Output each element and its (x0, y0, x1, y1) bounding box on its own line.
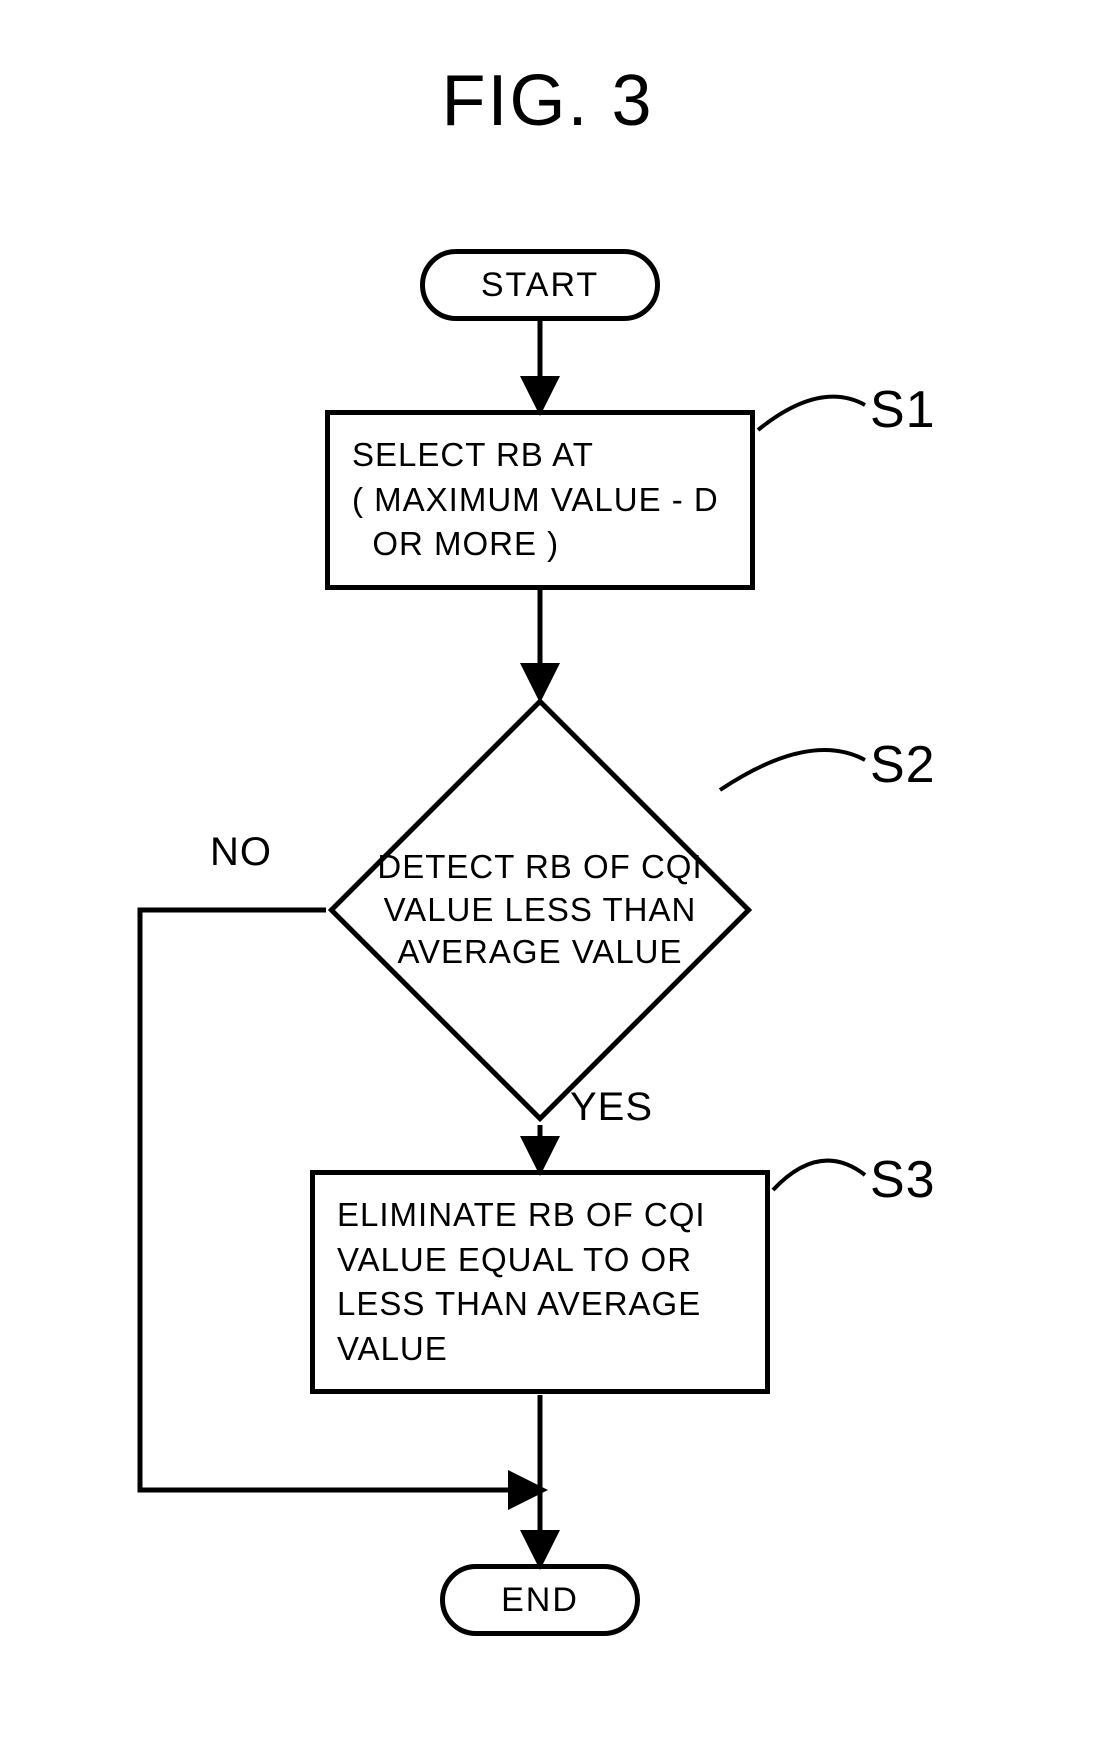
edge-yes-label: YES (570, 1085, 653, 1130)
s2-line3: AVERAGE VALUE (377, 931, 702, 974)
s2-text: DETECT RB OF CQI VALUE LESS THAN AVERAGE… (330, 700, 750, 1120)
s2-line1: DETECT RB OF CQI (377, 846, 702, 889)
s3-label: S3 (870, 1150, 936, 1210)
s1-label: S1 (870, 380, 936, 440)
start-label: START (481, 266, 599, 305)
step-s3-box: ELIMINATE RB OF CQI VALUE EQUAL TO OR LE… (310, 1170, 770, 1394)
flowchart-canvas: FIG. 3 START SELECT RB AT ( MAXIMUM VALU… (0, 0, 1095, 1756)
s3-line3: LESS THAN AVERAGE (337, 1282, 743, 1327)
end-label: END (501, 1581, 579, 1620)
s2-label: S2 (870, 735, 936, 795)
s1-line1: SELECT RB AT (352, 433, 728, 478)
step-s1-box: SELECT RB AT ( MAXIMUM VALUE - D OR MORE… (325, 410, 755, 590)
s3-line4: VALUE (337, 1327, 743, 1372)
s2-line2: VALUE LESS THAN (377, 889, 702, 932)
edge-no-label: NO (210, 830, 272, 875)
s1-line2: ( MAXIMUM VALUE - D (352, 478, 728, 523)
step-s2-diamond: DETECT RB OF CQI VALUE LESS THAN AVERAGE… (330, 700, 750, 1120)
s1-line3: OR MORE ) (352, 522, 728, 567)
end-terminator: END (440, 1564, 640, 1636)
s3-line1: ELIMINATE RB OF CQI (337, 1193, 743, 1238)
figure-title: FIG. 3 (0, 60, 1095, 142)
start-terminator: START (420, 249, 660, 321)
s3-line2: VALUE EQUAL TO OR (337, 1238, 743, 1283)
